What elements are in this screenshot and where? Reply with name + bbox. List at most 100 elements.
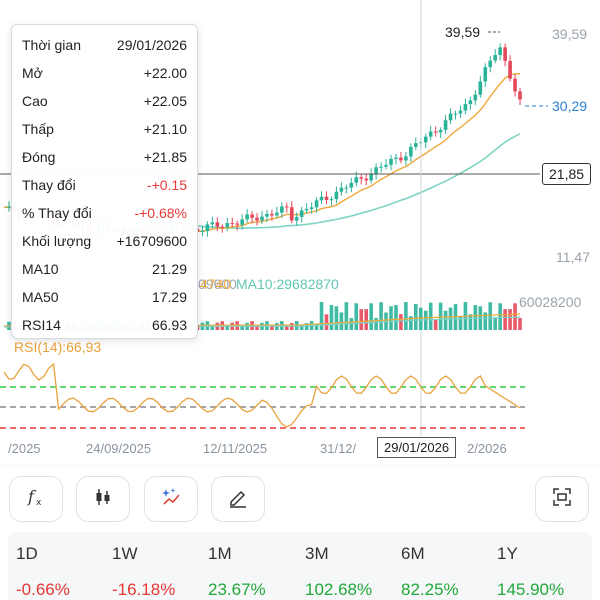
stock-chart[interactable]: 39,59 30,29 21,85 11,47 39,59 60028200 0… <box>0 0 600 466</box>
tooltip-label: Cao <box>22 93 48 109</box>
price-axis-top-label: 39,59 <box>552 26 588 42</box>
candle-body <box>458 110 463 114</box>
performance-change: -16.18% <box>112 580 176 599</box>
volume-bar <box>483 312 488 330</box>
volume-bar <box>508 309 512 330</box>
candle-body <box>394 157 398 159</box>
tooltip-label: RSI14 <box>22 317 61 333</box>
volume-bar <box>473 305 478 330</box>
candle-body <box>319 196 324 201</box>
price-axis-bottom-label: 11,47 <box>556 249 590 265</box>
volume-bar <box>428 302 433 330</box>
tooltip-row: Mở +22.00 <box>22 59 187 87</box>
volume-bar <box>389 306 393 330</box>
volume-bar <box>324 314 329 330</box>
volume-bar <box>518 317 522 330</box>
volume-bar <box>334 306 339 330</box>
candle-body <box>349 182 354 188</box>
tooltip-row: RSI14 66.93 <box>22 311 187 339</box>
candle-body <box>503 47 507 61</box>
volume-bar <box>299 325 304 330</box>
performance-period: 6M <box>401 544 425 563</box>
candle-body <box>210 222 215 225</box>
volume-bar <box>399 314 403 330</box>
volume-ma10-legend: MA10:29682870 <box>236 276 339 292</box>
candle-body <box>438 129 443 133</box>
tooltip-value: +16709600 <box>116 233 187 249</box>
volume-bar <box>285 325 289 330</box>
high-marker-label: 39,59 <box>445 24 481 40</box>
candle-body <box>409 146 413 157</box>
candle-body <box>220 226 225 228</box>
tooltip-label: Khối lượng <box>22 233 92 249</box>
tooltip-value: 66.93 <box>151 317 187 333</box>
candle-body <box>423 136 428 143</box>
volume-bar <box>319 302 324 330</box>
volume-bar <box>270 325 274 330</box>
candle-body <box>230 223 235 225</box>
tooltip-value: 17.29 <box>151 289 187 305</box>
candle-body <box>448 113 453 121</box>
volume-bar <box>468 314 473 330</box>
tooltip-row: Cao +22.05 <box>22 87 187 115</box>
candle-body <box>498 47 502 56</box>
performance-period: 3M <box>305 544 329 563</box>
last-price-label: 30,29 <box>552 98 588 114</box>
tooltip-label: Mở <box>22 65 43 81</box>
chart-type-button[interactable] <box>76 476 130 522</box>
volume-bar <box>314 324 319 330</box>
candle-body <box>280 206 284 213</box>
svg-text:f: f <box>27 487 37 506</box>
fullscreen-button[interactable] <box>535 476 589 522</box>
performance-change: 145.90% <box>497 580 565 599</box>
volume-bar <box>364 309 368 330</box>
candle-body <box>344 187 349 189</box>
tooltip-row: Thay đổi -+0.15 <box>22 171 187 199</box>
volume-bar <box>418 307 423 330</box>
volume-bar <box>488 302 493 330</box>
candle-body <box>324 196 329 200</box>
tooltip-value: +22.00 <box>143 65 187 81</box>
volume-bar <box>369 303 373 330</box>
volume-bar <box>498 303 502 330</box>
candle-body <box>473 94 478 101</box>
candle-body <box>304 208 309 211</box>
candle-body <box>314 200 319 208</box>
candle-body <box>255 217 259 221</box>
volume-bar <box>503 309 507 330</box>
candle-body <box>364 178 368 181</box>
tooltip-value: 29/01/2026 <box>116 37 187 53</box>
ai-assist-button[interactable] <box>144 476 198 522</box>
tooltip-row: % Thay đổi -+0.68% <box>22 199 187 227</box>
candle-body <box>245 214 249 220</box>
tooltip-row: Khối lượng +16709600 <box>22 227 187 255</box>
candle-body <box>399 157 403 161</box>
tooltip-row: Thấp +21.10 <box>22 115 187 143</box>
tooltip-label: MA50 <box>22 289 59 305</box>
tooltip-value: -+0.15 <box>146 177 187 193</box>
candle-body <box>265 213 269 217</box>
performance-change: 23.67% <box>208 580 266 599</box>
performance-change: 82.25% <box>401 580 459 599</box>
volume-bar <box>225 325 230 330</box>
magic-icon <box>160 486 182 513</box>
volume-bar <box>379 302 383 330</box>
volume-bar <box>349 318 354 330</box>
tooltip-label: Thời gian <box>22 37 81 53</box>
candle-body <box>508 60 512 79</box>
drawing-tool-button[interactable] <box>211 476 265 522</box>
candle-body <box>240 219 244 225</box>
volume-bar <box>354 303 359 330</box>
tooltip-value: +21.85 <box>143 149 187 165</box>
draw-icon <box>227 486 249 513</box>
rsi-legend: RSI(14):66,93 <box>14 339 102 355</box>
candle-body <box>200 231 205 233</box>
candle-body <box>329 199 334 201</box>
candle-body <box>285 206 289 208</box>
date-label-3: 31/12/ <box>320 441 357 456</box>
candle-body <box>433 131 438 133</box>
candle-body <box>309 207 314 209</box>
